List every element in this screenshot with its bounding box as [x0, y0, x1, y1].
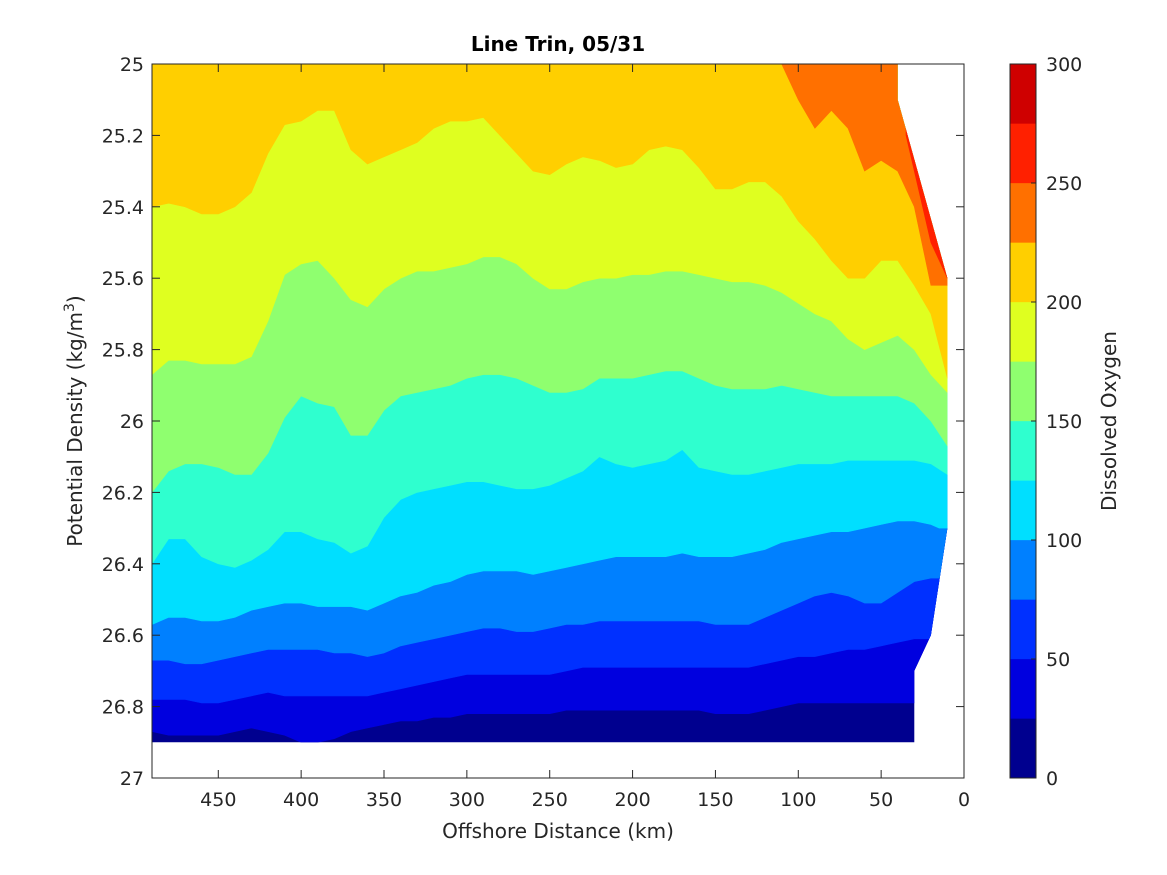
- y-tick-label: 26.8: [102, 697, 144, 719]
- colorbar-tick-label: 50: [1046, 649, 1070, 671]
- x-tick-label: 0: [958, 789, 970, 811]
- y-axis-ticks: 25 25.2 25.4 25.6 25.8 26 26.2 26.4 26.6 26.8 27: [102, 54, 964, 790]
- colorbar-ticks: 0 50 100 150 200 250 300: [1031, 54, 1082, 790]
- y-axis-label-close: ): [63, 295, 87, 303]
- y-tick-label: 26: [120, 411, 144, 433]
- colorbar-band: [1009, 539, 1037, 600]
- x-tick-label: 250: [532, 789, 568, 811]
- x-tick-label: 450: [200, 789, 236, 811]
- x-tick-label: 50: [869, 789, 893, 811]
- contour-bands: [152, 64, 948, 743]
- x-tick-label: 300: [449, 789, 485, 811]
- y-axis-label-main: Potential Density (kg/m: [63, 312, 87, 547]
- x-axis-ticks: 450 400 350 300 250 200 150 100 50 0: [200, 64, 970, 811]
- colorbar-band: [1009, 658, 1037, 719]
- y-axis-label: Potential Density (kg/m3): [62, 295, 87, 546]
- y-tick-label: 26.4: [102, 554, 144, 576]
- x-tick-label: 350: [366, 789, 402, 811]
- x-tick-label: 150: [697, 789, 733, 811]
- y-tick-label: 26.2: [102, 482, 144, 504]
- colorbar-label: Dissolved Oxygen: [1097, 331, 1121, 511]
- colorbar-band: [1009, 599, 1037, 660]
- colorbar-band: [1009, 63, 1037, 124]
- x-tick-label: 100: [780, 789, 816, 811]
- colorbar-tick-label: 150: [1046, 411, 1082, 433]
- colorbar-band: [1009, 242, 1037, 303]
- contour-band-200: [152, 64, 948, 379]
- colorbar-band: [1009, 182, 1037, 243]
- colorbar-band: [1009, 301, 1037, 362]
- x-tick-label: 200: [614, 789, 650, 811]
- chart-title: Line Trin, 05/31: [471, 32, 645, 56]
- colorbar-band: [1009, 420, 1037, 481]
- colorbar-tick-label: 200: [1046, 292, 1082, 314]
- y-tick-label: 26.6: [102, 625, 144, 647]
- colorbar-tick-label: 100: [1046, 530, 1082, 552]
- colorbar-band: [1009, 123, 1037, 184]
- y-tick-label: 25.2: [102, 125, 144, 147]
- y-tick-label: 25: [120, 54, 144, 76]
- y-tick-label: 25.8: [102, 340, 144, 362]
- colorbar: 0 50 100 150 200 250 300 Dissolved Oxygen: [1009, 54, 1121, 790]
- y-tick-label: 25.4: [102, 197, 144, 219]
- colorbar-band: [1009, 480, 1037, 541]
- colorbar-bands: [1009, 63, 1037, 779]
- y-tick-label: 27: [120, 768, 144, 790]
- y-tick-label: 25.6: [102, 268, 144, 290]
- axes: 450 400 350 300 250 200 150 100 50 0 2525.225.425…: [102, 54, 970, 811]
- colorbar-tick-label: 300: [1046, 54, 1082, 76]
- x-tick-label: 400: [283, 789, 319, 811]
- colorbar-tick-label: 0: [1046, 768, 1058, 790]
- colorbar-band: [1009, 718, 1037, 779]
- colorbar-band: [1009, 361, 1037, 422]
- y-axis-label-superscript: 3: [62, 303, 78, 312]
- x-axis-label: Offshore Distance (km): [442, 819, 674, 843]
- colorbar-tick-label: 250: [1046, 173, 1082, 195]
